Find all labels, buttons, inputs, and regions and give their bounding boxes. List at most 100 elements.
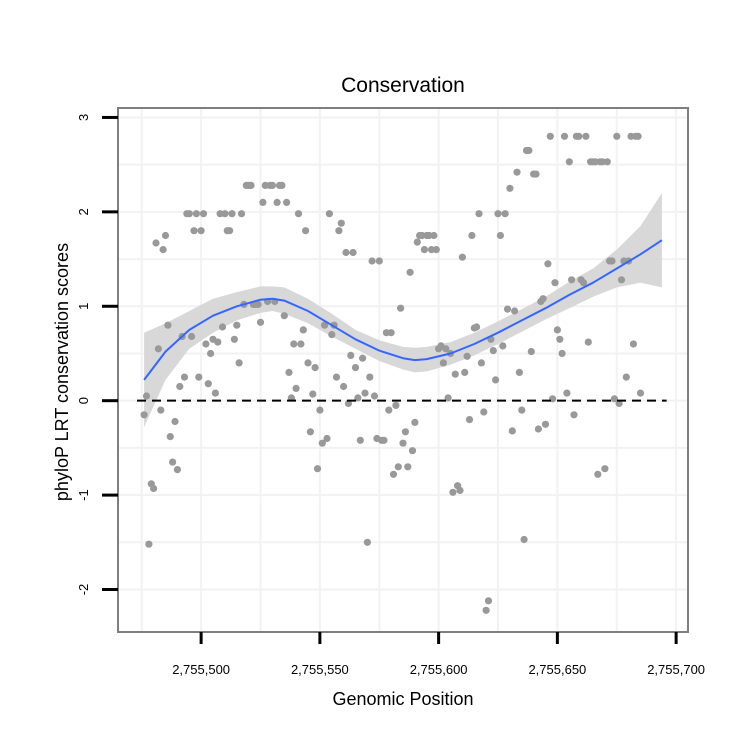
data-point xyxy=(176,382,184,391)
data-point xyxy=(294,210,303,218)
data-point xyxy=(340,382,348,391)
data-point xyxy=(359,354,367,362)
x-tick-label: 2,755,550 xyxy=(291,662,349,677)
data-point xyxy=(323,434,331,443)
data-point xyxy=(496,231,504,240)
data-point xyxy=(544,260,552,268)
data-point xyxy=(411,418,419,426)
x-axis-label: Genomic Position xyxy=(332,689,473,709)
data-point xyxy=(233,321,241,329)
data-point xyxy=(140,411,148,419)
data-point xyxy=(311,364,319,372)
data-point xyxy=(202,340,210,348)
data-point xyxy=(188,332,196,341)
data-point xyxy=(180,373,189,381)
data-point xyxy=(603,158,611,166)
data-point xyxy=(387,329,395,337)
data-point xyxy=(235,359,243,367)
chart-title: Conservation xyxy=(341,74,465,97)
data-point xyxy=(278,181,286,189)
data-point xyxy=(259,198,267,206)
data-point xyxy=(306,428,314,436)
data-point xyxy=(515,368,524,376)
data-point xyxy=(546,132,554,140)
data-point xyxy=(556,335,564,343)
data-point xyxy=(290,340,298,348)
data-point xyxy=(328,331,336,339)
data-point xyxy=(499,342,507,350)
data-point xyxy=(473,323,481,331)
data-point xyxy=(461,368,469,376)
y-tick-label: 1 xyxy=(76,303,91,310)
data-point xyxy=(575,132,583,140)
data-point xyxy=(356,436,364,444)
data-point xyxy=(520,535,528,544)
data-point xyxy=(413,238,421,246)
x-tick-label: 2,755,700 xyxy=(647,662,705,677)
data-point xyxy=(399,439,407,447)
data-point xyxy=(297,340,305,348)
data-point xyxy=(463,352,471,360)
data-point xyxy=(532,170,540,178)
data-point xyxy=(214,338,222,346)
data-point xyxy=(513,168,521,176)
data-point xyxy=(299,326,307,334)
data-point xyxy=(349,248,357,257)
x-tick-label: 2,755,650 xyxy=(528,662,586,677)
data-point xyxy=(534,425,543,433)
data-point xyxy=(226,227,234,235)
data-point xyxy=(228,210,236,218)
y-tick-label: 3 xyxy=(76,114,91,121)
data-point xyxy=(617,276,626,284)
data-point xyxy=(432,246,440,254)
data-point xyxy=(254,300,262,308)
data-points xyxy=(140,132,645,614)
data-point xyxy=(368,257,376,265)
data-point xyxy=(539,295,547,303)
data-point xyxy=(370,392,379,400)
data-point xyxy=(380,436,388,444)
data-point xyxy=(392,401,400,409)
data-point xyxy=(527,348,535,356)
data-point xyxy=(560,132,569,140)
data-point xyxy=(302,227,310,235)
data-point xyxy=(342,248,350,257)
data-point xyxy=(480,408,488,416)
x-tick-label: 2,755,500 xyxy=(172,662,230,677)
y-tick-label: -2 xyxy=(76,584,91,596)
data-point xyxy=(401,428,409,436)
x-tick-label: 2,755,600 xyxy=(410,662,468,677)
data-point xyxy=(442,345,450,353)
data-point xyxy=(325,210,333,218)
data-point xyxy=(601,465,609,473)
data-point xyxy=(335,227,343,235)
data-point xyxy=(318,439,326,447)
data-point xyxy=(444,394,452,402)
data-point xyxy=(420,246,428,254)
data-point xyxy=(565,158,573,166)
data-point xyxy=(608,257,616,265)
data-point xyxy=(247,181,255,189)
data-point xyxy=(404,463,412,471)
data-point xyxy=(221,210,229,218)
x-axis: 2,755,500 2,755,550 2,755,600 2,755,650 2,75… xyxy=(172,632,705,677)
confidence-band-area xyxy=(144,193,662,428)
data-point xyxy=(634,132,642,140)
y-tick-label: -1 xyxy=(76,489,91,501)
data-point xyxy=(439,359,447,367)
data-point xyxy=(484,597,493,605)
data-point xyxy=(164,321,172,329)
data-point xyxy=(166,433,174,441)
confidence-band xyxy=(144,193,662,428)
data-point xyxy=(268,181,276,189)
smooth-line-layer xyxy=(143,239,663,381)
data-point xyxy=(506,184,514,192)
data-point xyxy=(518,406,526,414)
data-point xyxy=(185,210,193,218)
data-point xyxy=(397,304,405,312)
data-point xyxy=(321,321,329,329)
y-axis-label: phyloP LRT conservation scores xyxy=(52,243,72,501)
data-point xyxy=(563,389,571,397)
data-point xyxy=(211,389,219,397)
